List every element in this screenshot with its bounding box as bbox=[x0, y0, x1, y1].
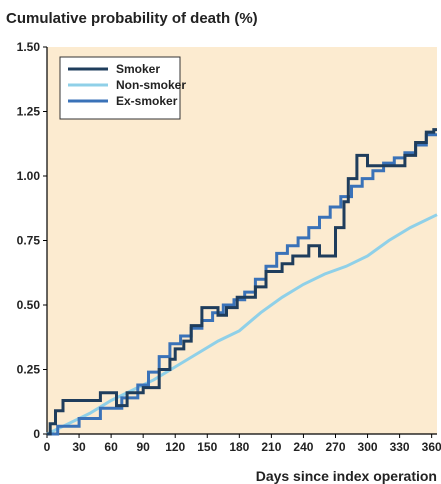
x-tick-label: 60 bbox=[104, 440, 118, 454]
series-line-non-smoker bbox=[46, 213, 438, 436]
legend-label: Ex-smoker bbox=[116, 94, 178, 108]
y-tick-label: 0 bbox=[33, 427, 40, 441]
y-tick-label: 0.50 bbox=[17, 298, 41, 312]
x-tick-label: 0 bbox=[44, 440, 51, 454]
legend-label: Smoker bbox=[116, 62, 160, 76]
y-tick-label: 1.00 bbox=[17, 169, 41, 183]
x-tick-label: 30 bbox=[72, 440, 86, 454]
x-tick-label: 150 bbox=[197, 440, 217, 454]
y-tick-label: 1.25 bbox=[17, 105, 41, 119]
legend-box bbox=[59, 56, 181, 120]
y-tick-label: 1.50 bbox=[17, 40, 41, 54]
x-tick-label: 330 bbox=[390, 440, 410, 454]
series-line-smoker bbox=[47, 128, 437, 436]
x-tick-label: 120 bbox=[165, 440, 185, 454]
x-tick-label: 180 bbox=[229, 440, 249, 454]
y-tick-label: 0.25 bbox=[17, 363, 41, 377]
chart-title: Cumulative probability of death (%) bbox=[6, 10, 258, 27]
x-tick-label: 90 bbox=[136, 440, 150, 454]
x-tick-label: 300 bbox=[358, 440, 378, 454]
series-line-ex-smoker bbox=[47, 133, 437, 436]
x-tick-label: 240 bbox=[293, 440, 313, 454]
y-tick-label: 0.75 bbox=[17, 234, 41, 248]
x-tick-label: 360 bbox=[422, 440, 441, 454]
x-tick-label: 210 bbox=[261, 440, 281, 454]
legend-label: Non-smoker bbox=[116, 78, 186, 92]
x-axis-label: Days since index operation bbox=[255, 468, 437, 484]
x-tick-label: 270 bbox=[325, 440, 345, 454]
